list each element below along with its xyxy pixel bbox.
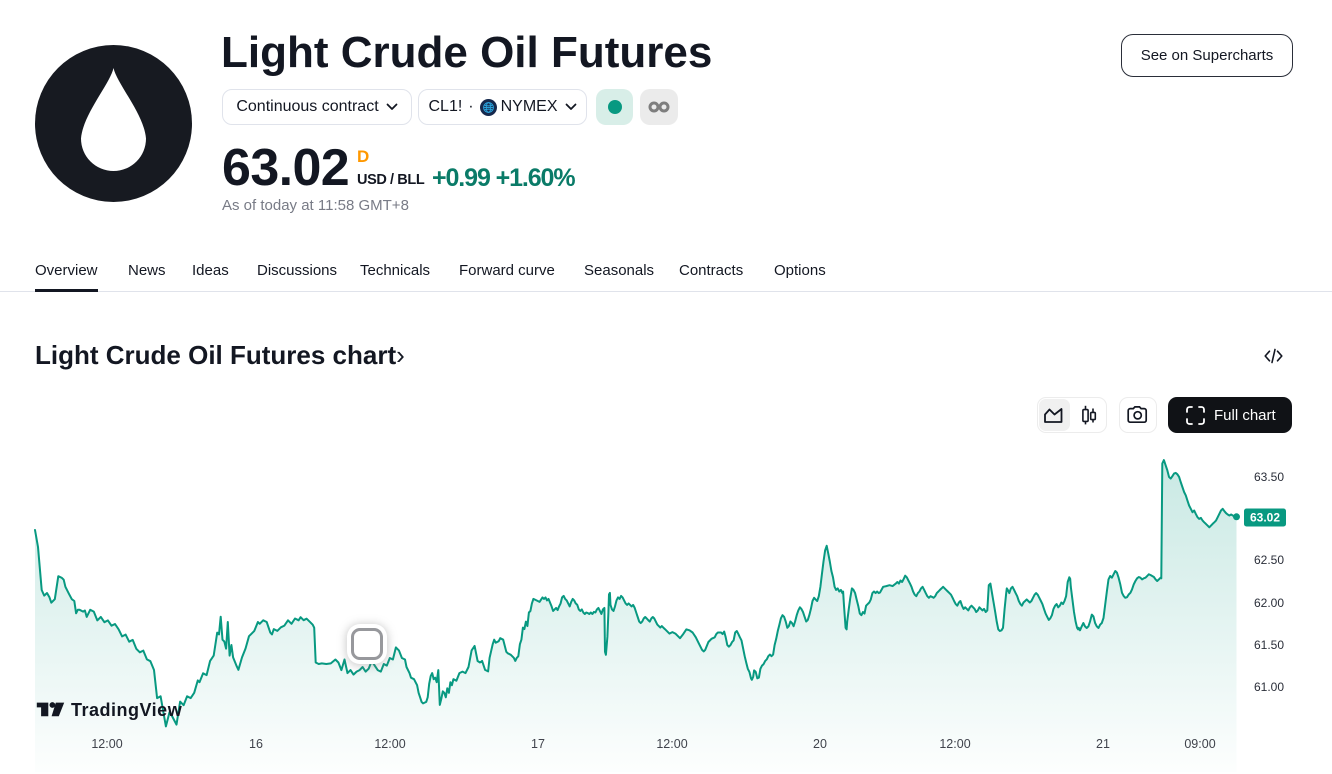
svg-text:17: 17: [531, 737, 545, 751]
svg-text:21: 21: [1096, 737, 1110, 751]
svg-text:61.00: 61.00: [1254, 680, 1284, 694]
svg-text:62.50: 62.50: [1254, 553, 1284, 567]
svg-text:16: 16: [249, 737, 263, 751]
svg-text:61.50: 61.50: [1254, 638, 1284, 652]
svg-text:63.02: 63.02: [1250, 511, 1280, 525]
svg-text:63.50: 63.50: [1254, 470, 1284, 484]
svg-text:12:00: 12:00: [91, 737, 122, 751]
svg-text:09:00: 09:00: [1184, 737, 1215, 751]
svg-text:12:00: 12:00: [374, 737, 405, 751]
svg-text:12:00: 12:00: [656, 737, 687, 751]
svg-text:20: 20: [813, 737, 827, 751]
svg-text:62.00: 62.00: [1254, 596, 1284, 610]
svg-text:12:00: 12:00: [939, 737, 970, 751]
